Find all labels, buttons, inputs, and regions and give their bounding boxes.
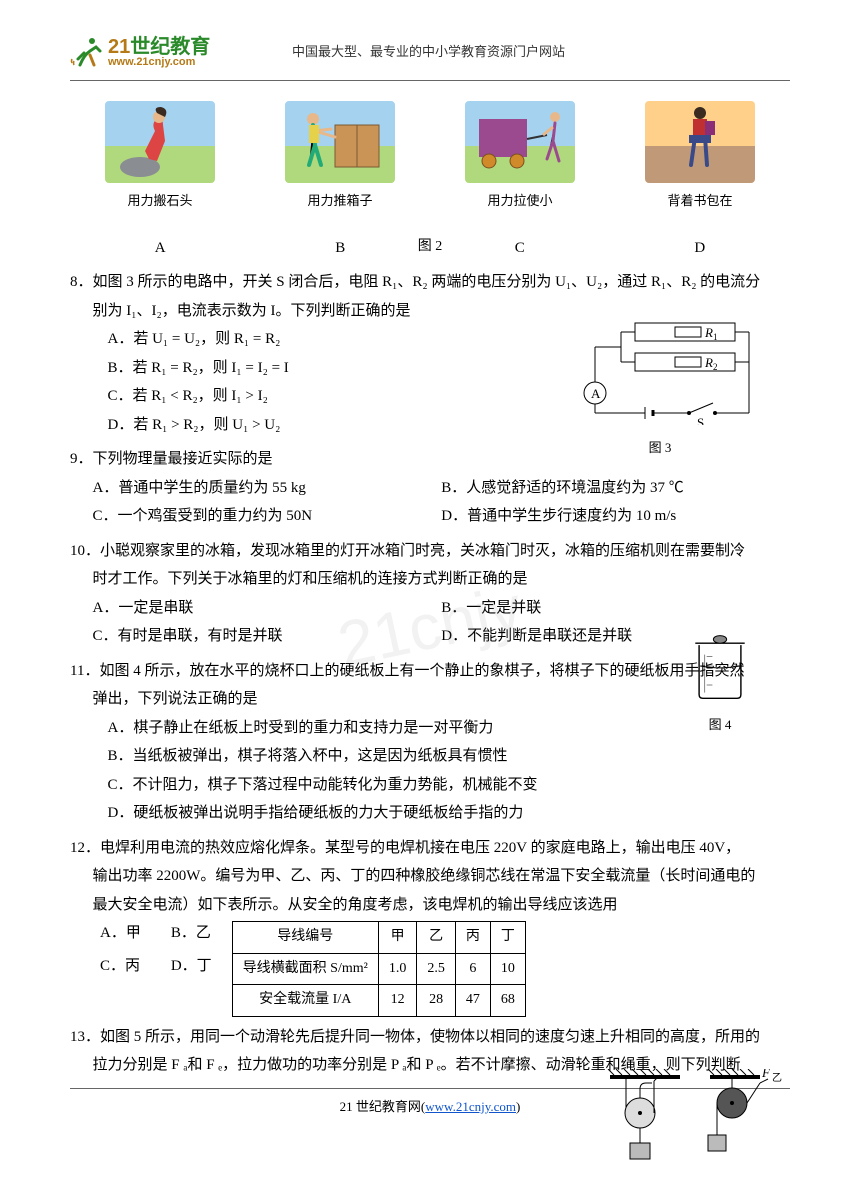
table-row: 导线横截面积 S/mm² 1.0 2.5 6 10	[232, 953, 525, 985]
q7-item-b: 用力推箱子 .	[285, 101, 395, 232]
q9-opt-a: A．普通中学生的质量约为 55 kg	[93, 474, 442, 503]
q9-opt-d: D．普通中学生步行速度约为 10 m/s	[441, 502, 790, 531]
q7-letter-c: C	[515, 234, 525, 263]
illustration-lift-rock	[105, 101, 215, 183]
footer-prefix: 21 世纪教育网	[340, 1099, 421, 1114]
header-rule	[70, 80, 790, 81]
q7-letter-b: B	[335, 234, 345, 263]
fig3-r1: R	[704, 325, 713, 340]
q7-caption-c: 用力拉使小	[465, 189, 575, 214]
svg-text:1: 1	[713, 332, 718, 342]
q12-stem2: 输出功率 2200W。编号为甲、乙、丙、丁的四种橡胶绝缘铜芯线在常温下安全载流量…	[70, 862, 790, 891]
q7-letter-a: A	[155, 234, 166, 263]
fig3-ammeter: A	[591, 386, 601, 401]
q7-caption-b: 用力推箱子	[285, 189, 395, 214]
q12-stem3: 最大安全电流）如下表所示。从安全的角度考虑，该电焊机的输出导线应该选用	[70, 891, 790, 920]
logo-url: www.21cnjy.com	[108, 57, 210, 68]
q7-item-c: 用力拉使小 .	[465, 101, 575, 232]
footer-link[interactable]: www.21cnjy.com	[425, 1099, 516, 1114]
q12-opt-d: D．丁	[171, 952, 212, 981]
q7-item-d: 背着书包在 .	[645, 101, 755, 232]
q12-stem1: 12．电焊利用电流的热效应熔化焊条。某型号的电焊机接在电压 220V 的家庭电路…	[70, 834, 790, 863]
svg-text:乙: 乙	[772, 1072, 782, 1084]
page: 21世纪教育 www.21cnjy.com 中国最大型、最专业的中小学教育资源门…	[0, 0, 860, 1140]
th-label: 导线编号	[232, 922, 378, 954]
q7-caption-a: 用力搬石头	[105, 189, 215, 214]
q7-letters: A B 图 2 C D	[70, 234, 790, 263]
table-row: 安全载流量 I/A 12 28 47 68	[232, 985, 525, 1017]
q12-opt-c: C．丙	[100, 952, 141, 981]
site-logo: 21世纪教育 www.21cnjy.com	[70, 30, 270, 74]
figure-3: R1 R2 A S	[555, 315, 765, 460]
q12-opt-b: B．乙	[171, 919, 212, 948]
header-tagline: 中国最大型、最专业的中小学教育资源门户网站	[292, 40, 565, 65]
q7-caption-d: 背着书包在	[645, 189, 755, 214]
q12-opt-a: A．甲	[100, 919, 141, 948]
fig3-caption: 图 3	[555, 436, 765, 461]
wire-table: 导线编号 甲 乙 丙 丁 导线横截面积 S/mm² 1.0 2.5 6 10 安…	[232, 921, 526, 1017]
illustration-pull-cart	[465, 101, 575, 183]
svg-text:F: F	[761, 1069, 771, 1080]
svg-text:2: 2	[713, 362, 718, 372]
q7-item-a: 用力搬石头 .	[105, 101, 215, 232]
figure-4: 图 4	[680, 628, 760, 737]
q11-opt-d: D．硬纸板被弹出说明手指给硬纸板的力大于硬纸板给手指的力	[108, 799, 791, 828]
q7-illustrations: 用力搬石头 . 用力推箱子 .	[70, 101, 790, 232]
q10-stem-cont: 时才工作。下列关于冰箱里的灯和压缩机的连接方式判断正确的是	[70, 565, 790, 594]
q11-opt-b: B．当纸板被弹出，棋子将落入杯中，这是因为纸板具有惯性	[108, 742, 791, 771]
q10-opt-c: C．有时是串联，有时是并联	[93, 622, 442, 651]
fig2-label: 图 2	[418, 234, 443, 261]
q7-letter-d: D	[694, 234, 705, 263]
fig3-r2: R	[704, 355, 713, 370]
q13-stem1: 13．如图 5 所示，用同一个动滑轮先后提升同一物体，使物体以相同的速度匀速上升…	[70, 1023, 790, 1052]
q9-opt-b: B．人感觉舒适的环境温度约为 37 ℃	[441, 474, 790, 503]
illustration-push-box	[285, 101, 395, 183]
runner-icon	[70, 35, 104, 69]
q11-opt-c: C．不计阻力，棋子下落过程中动能转化为重力势能，机械能不变	[108, 771, 791, 800]
logo-title: 21世纪教育	[108, 37, 210, 57]
fig4-caption: 图 4	[680, 713, 760, 738]
page-header: 21世纪教育 www.21cnjy.com 中国最大型、最专业的中小学教育资源门…	[70, 30, 790, 74]
figure-5-pulleys: F 乙	[600, 1069, 790, 1180]
q8-stem: 8．如图 3 所示的电路中，开关 S 闭合后，电阻 R₁、R₂ 两端的电压分别为…	[70, 268, 790, 297]
question-12: 12．电焊利用电流的热效应熔化焊条。某型号的电焊机接在电压 220V 的家庭电路…	[70, 834, 790, 1017]
q10-opt-b: B．一定是并联	[441, 594, 790, 623]
q10-opt-a: A．一定是串联	[93, 594, 442, 623]
table-header-row: 导线编号 甲 乙 丙 丁	[232, 922, 525, 954]
illustration-carry-bag	[645, 101, 755, 183]
q12-options: A．甲 B．乙 C．丙 D．丁	[100, 919, 212, 980]
q10-stem: 10．小聪观察家里的冰箱，发现冰箱里的灯开冰箱门时亮，关冰箱门时灭，冰箱的压缩机…	[70, 537, 790, 566]
q9-opt-c: C．一个鸡蛋受到的重力约为 50N	[93, 502, 442, 531]
fig3-switch: S	[697, 415, 704, 425]
